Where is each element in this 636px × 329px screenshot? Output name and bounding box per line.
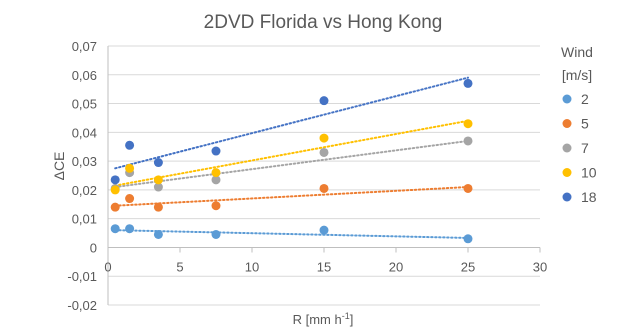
x-tick-label: 5 (176, 259, 183, 274)
chart-title: 2DVD Florida vs Hong Kong (204, 12, 443, 33)
data-point-wind-5 (211, 201, 221, 211)
axes (107, 46, 541, 305)
x-tick-labels: 0 5 10 15 20 25 30 (104, 259, 547, 274)
legend-marker-wind-5 (562, 119, 572, 128)
legend-marker-wind-2 (562, 94, 572, 104)
y-tick-labels: -0,02 -0,01 0 0,01 0,02 0,03 0,04 0,05 0,06 0,07 (67, 39, 97, 313)
data-point-wind-2 (211, 229, 221, 239)
x-tick-label: 20 (389, 259, 403, 274)
legend-label-wind-7: 7 (581, 140, 589, 156)
y-tick-label: 0,04 (72, 125, 97, 140)
legend-marker-wind-7 (562, 143, 572, 153)
data-point-wind-2 (110, 224, 120, 234)
legend-title-line1: Wind (561, 44, 593, 60)
data-point-wind-2 (463, 234, 473, 244)
x-tick-label: 15 (317, 259, 331, 274)
y-tick-label: -0,01 (67, 269, 97, 284)
data-point-wind-7 (463, 136, 473, 146)
data-points (110, 78, 473, 244)
trendline-wind-10 (114, 119, 469, 187)
y-axis-label: ΔCE (51, 152, 67, 181)
data-point-wind-18 (463, 78, 473, 88)
x-axis-label-end: ] (350, 312, 354, 327)
y-tick-label: 0 (90, 240, 97, 255)
legend-label-wind-18: 18 (581, 189, 597, 205)
y-tick-label: 0,06 (72, 68, 97, 83)
data-point-wind-18 (153, 158, 163, 168)
data-point-wind-5 (463, 183, 473, 193)
data-point-wind-10 (319, 133, 329, 143)
y-tick-label: 0,05 (72, 97, 97, 112)
data-point-wind-2 (153, 229, 163, 239)
data-point-wind-10 (110, 185, 120, 195)
legend: Wind [m/s] 2 5 7 10 18 (561, 44, 597, 205)
data-point-wind-18 (110, 175, 120, 185)
trendlines (114, 76, 469, 239)
x-axis-label: R [mm h-1] (293, 311, 354, 327)
trendline-wind-5 (114, 186, 469, 207)
y-tick-label: -0,02 (67, 298, 97, 313)
data-point-wind-5 (110, 202, 120, 212)
x-tick-label: 10 (245, 259, 259, 274)
data-point-wind-10 (153, 175, 163, 185)
x-axis-label-sup: -1 (342, 311, 350, 321)
data-point-wind-10 (211, 168, 221, 178)
trendline-wind-7 (114, 139, 469, 189)
data-point-wind-18 (211, 146, 221, 156)
data-point-wind-10 (125, 163, 135, 173)
data-point-wind-7 (153, 182, 163, 192)
data-point-wind-5 (319, 183, 329, 193)
x-tick-label: 25 (461, 259, 475, 274)
data-point-wind-2 (125, 224, 135, 234)
data-point-wind-10 (463, 119, 473, 129)
data-point-wind-18 (319, 96, 329, 106)
data-point-wind-5 (153, 202, 163, 212)
y-tick-label: 0,02 (72, 183, 97, 198)
x-tick-label: 0 (104, 259, 111, 274)
data-point-wind-2 (319, 225, 329, 235)
x-tick-label: 30 (533, 259, 547, 274)
x-axis-label-main: R [mm h (293, 312, 342, 327)
data-point-wind-18 (125, 140, 135, 150)
legend-label-wind-2: 2 (581, 91, 589, 107)
y-tick-label: 0,01 (72, 212, 97, 227)
y-tick-label: 0,07 (72, 39, 97, 54)
y-tick-label: 0,03 (72, 154, 97, 169)
legend-label-wind-10: 10 (581, 165, 597, 181)
legend-label-wind-5: 5 (581, 116, 589, 132)
legend-title-line2: [m/s] (562, 67, 592, 83)
data-point-wind-7 (211, 175, 221, 185)
trendline-wind-2 (114, 229, 469, 239)
legend-marker-wind-10 (562, 168, 572, 177)
data-point-wind-5 (125, 194, 135, 204)
data-point-wind-7 (319, 147, 329, 157)
legend-marker-wind-18 (562, 192, 572, 202)
trendline-wind-18 (114, 76, 469, 170)
